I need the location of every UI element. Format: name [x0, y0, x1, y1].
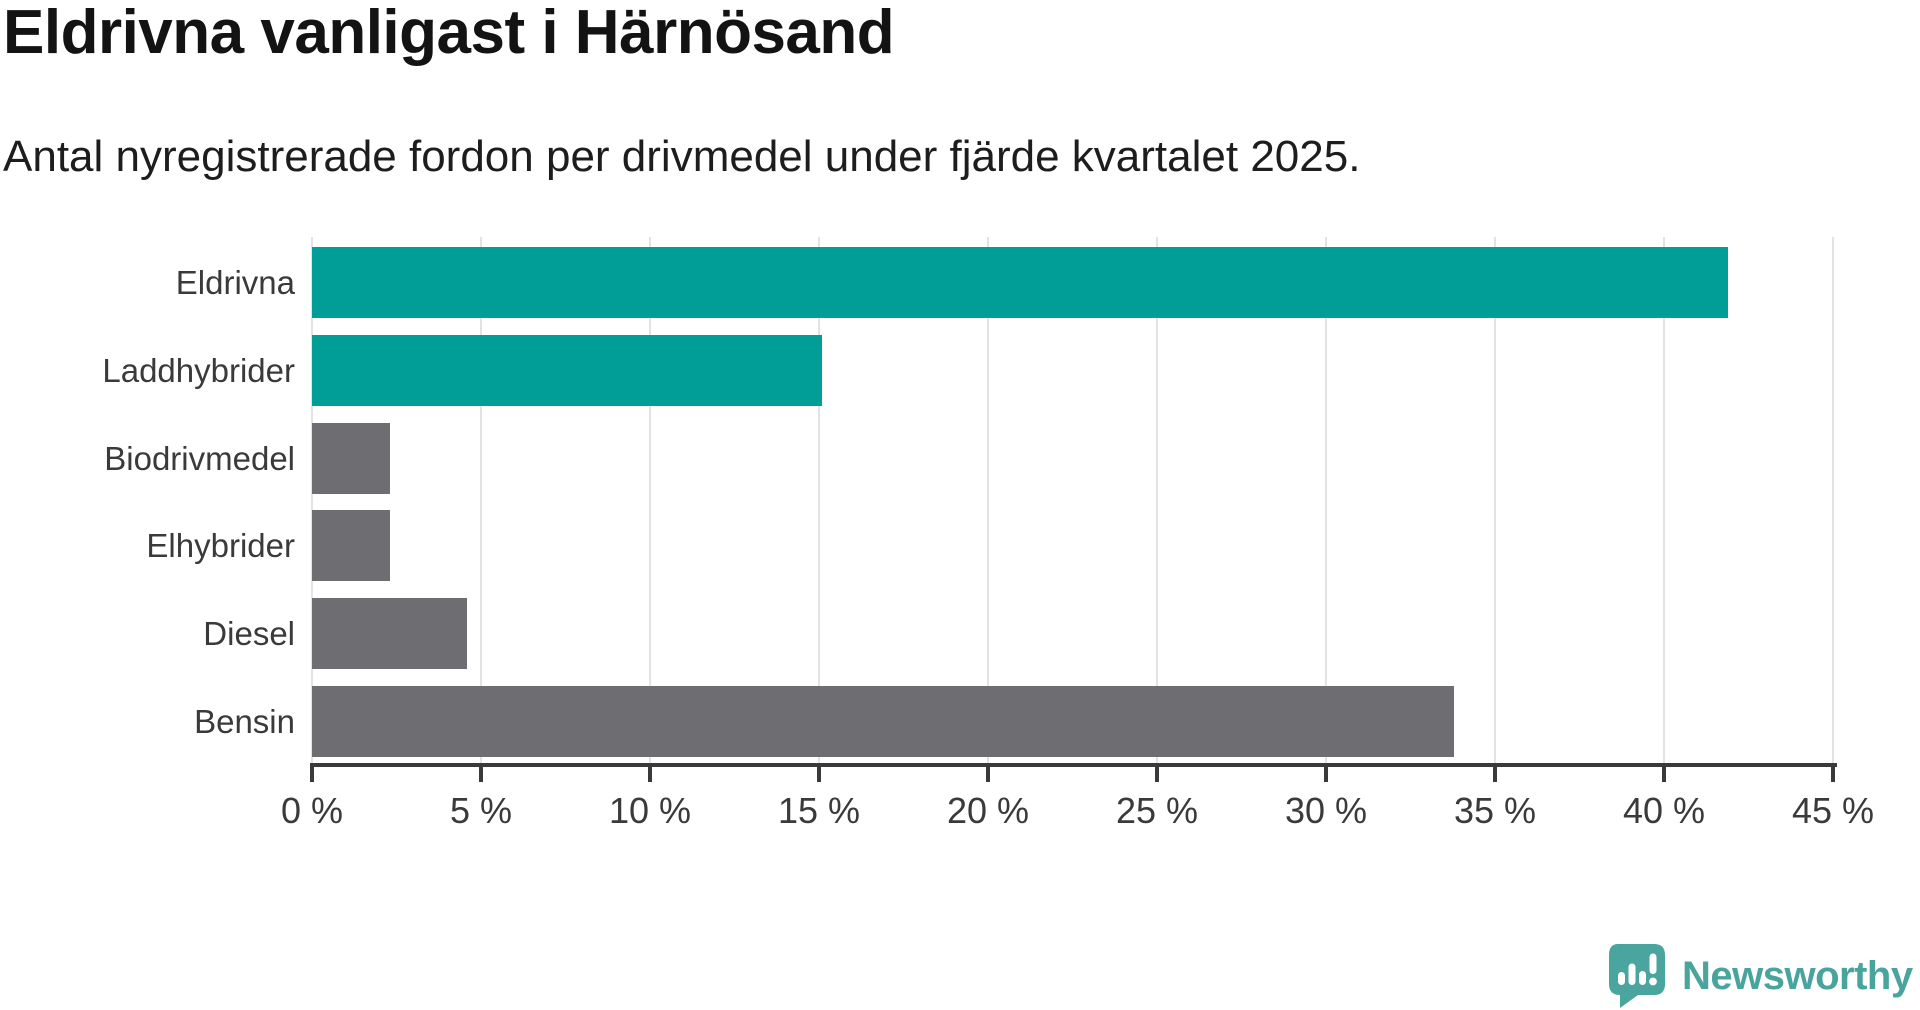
category-label-laddhybrider: Laddhybrider [102, 351, 295, 389]
x-axis-tick-label: 25 % [1115, 790, 1199, 831]
x-axis-tick-label: 5 % [449, 790, 513, 831]
brand-footer: Newsworthy [1607, 944, 1913, 1008]
x-axis-tick-label: 15 % [777, 790, 861, 831]
x-axis-tick-label: 35 % [1453, 790, 1537, 831]
chart-title: Eldrivna vanligast i Härnösand [3, 0, 895, 67]
gridline [1663, 237, 1665, 763]
gridline [1494, 237, 1496, 763]
x-axis-tick [986, 763, 990, 782]
newsworthy-logo-icon [1609, 944, 1665, 1008]
gridline [311, 237, 313, 763]
bar-biodrivmedel [312, 422, 390, 494]
x-axis-tick [648, 763, 652, 782]
category-label-elhybrider: Elhybrider [146, 527, 295, 565]
x-axis-tick-label: 0 % [280, 790, 344, 831]
gridline [649, 237, 651, 763]
x-axis-tick [1831, 763, 1835, 782]
x-axis-line [310, 763, 1837, 767]
category-label-diesel: Diesel [203, 615, 295, 652]
gridline [818, 237, 820, 763]
x-axis-tick [479, 763, 483, 782]
category-label-bensin: Bensin [194, 702, 295, 740]
chart-subtitle: Antal nyregistrerade fordon per drivmede… [3, 132, 1361, 181]
bar-eldrivna [312, 247, 1729, 318]
x-axis-tick-label: 30 % [1284, 790, 1368, 831]
x-axis-tick-label: 45 % [1791, 790, 1875, 831]
category-label-biodrivmedel: Biodrivmedel [104, 439, 295, 477]
bar-elhybrider [312, 510, 390, 582]
bar-bensin [312, 685, 1455, 757]
x-axis-tick [1493, 763, 1497, 782]
x-axis-tick-label: 10 % [608, 790, 692, 831]
x-axis-tick [1324, 763, 1328, 782]
x-axis-tick-label: 20 % [946, 790, 1030, 831]
gridline [1325, 237, 1327, 763]
bar-laddhybrider [312, 334, 823, 406]
x-axis-tick [310, 763, 314, 782]
category-label-eldrivna: Eldrivna [175, 264, 295, 301]
gridline [480, 237, 482, 763]
x-axis-tick [1662, 763, 1666, 782]
x-axis-tick [817, 763, 821, 782]
x-axis-tick [1155, 763, 1159, 782]
x-axis-tick-label: 40 % [1622, 790, 1706, 831]
bar-diesel [312, 598, 468, 669]
gridline [987, 237, 989, 763]
gridline [1156, 237, 1158, 763]
gridline [1832, 237, 1834, 763]
brand-name: Newsworthy [1682, 953, 1913, 998]
